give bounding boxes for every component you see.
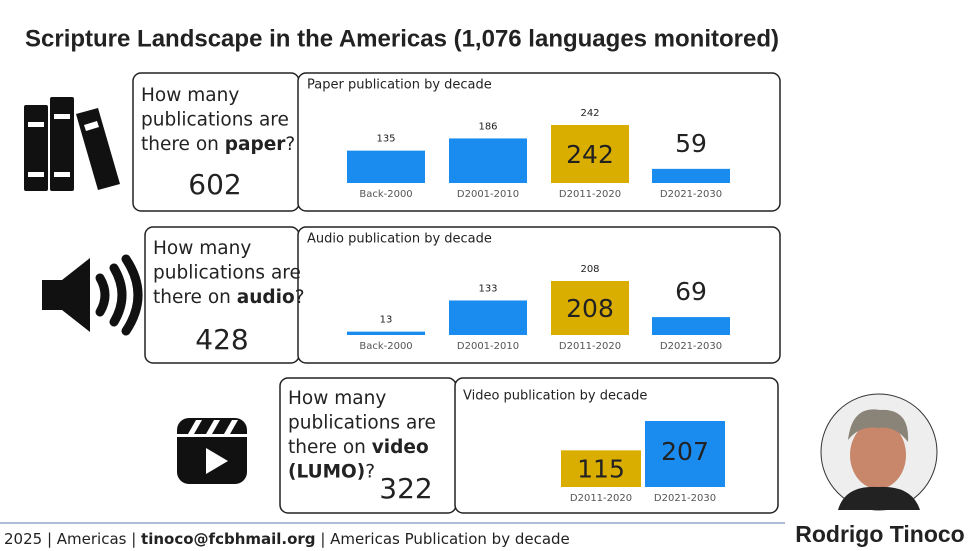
question-segment: there on	[141, 134, 225, 155]
question-line: How many	[288, 388, 386, 409]
data-label: 135	[376, 134, 395, 145]
question-segment: there on	[288, 437, 372, 458]
total-value: 322	[379, 472, 432, 505]
bar	[551, 125, 629, 183]
x-tick-label: D2011-2020	[559, 189, 621, 200]
question-line: publications are	[141, 110, 289, 131]
total-value: 602	[188, 168, 241, 201]
footer-segment: 2025 | Americas |	[4, 530, 141, 548]
footer-segment: | Americas Publication by decade	[316, 530, 570, 548]
x-tick-label: D2021-2030	[654, 493, 716, 504]
question-line: there on video	[288, 437, 429, 458]
question-line: (LUMO)?	[288, 462, 375, 483]
bar	[449, 300, 527, 335]
data-label: 13	[380, 315, 393, 326]
data-label: 133	[478, 283, 497, 294]
x-tick-label: D2021-2030	[660, 341, 722, 352]
bar	[561, 450, 641, 487]
question-segment: audio	[237, 287, 295, 308]
question-segment: there on	[153, 287, 237, 308]
chart-title: Audio publication by decade	[307, 232, 492, 247]
data-label: 208	[580, 264, 599, 275]
books-icon	[24, 97, 120, 191]
question-line: publications are	[288, 413, 436, 434]
question-segment: (LUMO)	[288, 462, 365, 483]
question-line: there on paper?	[141, 134, 295, 155]
chart-title: Video publication by decade	[463, 389, 647, 404]
question-segment: ?	[295, 287, 305, 308]
data-label-large: 115	[577, 455, 625, 484]
question-segment: ?	[285, 134, 295, 155]
x-tick-label: Back-2000	[359, 189, 412, 200]
data-label: 242	[580, 108, 599, 119]
question-line: How many	[153, 238, 251, 259]
data-label-large: 208	[566, 294, 614, 323]
bar	[449, 138, 527, 183]
author-photo	[820, 393, 938, 511]
question-segment: video	[372, 437, 429, 458]
data-label-large: 242	[566, 140, 614, 169]
bar	[347, 331, 425, 335]
data-label-large: 59	[675, 129, 707, 158]
question-segment: ?	[365, 462, 375, 483]
bar	[652, 168, 730, 183]
footer-text: 2025 | Americas | tinoco@fcbhmail.org | …	[4, 530, 570, 548]
bar	[551, 281, 629, 335]
video-icon	[177, 418, 247, 484]
question-line: publications are	[153, 263, 301, 284]
author-name: Rodrigo Tinoco	[795, 521, 965, 547]
question-segment: paper	[225, 134, 287, 155]
data-label-large: 69	[675, 277, 707, 306]
x-tick-label: D2011-2020	[559, 341, 621, 352]
chart-title: Paper publication by decade	[307, 78, 492, 93]
bar	[652, 317, 730, 335]
question-segment: How many	[288, 388, 386, 409]
question-segment: publications are	[141, 110, 289, 131]
slide-title: Scripture Landscape in the Americas (1,0…	[25, 25, 779, 52]
x-tick-label: D2001-2010	[457, 341, 519, 352]
question-line: How many	[141, 85, 239, 106]
question-segment: publications are	[153, 263, 301, 284]
x-tick-label: D2001-2010	[457, 189, 519, 200]
x-tick-label: D2011-2020	[570, 493, 632, 504]
bar	[645, 421, 725, 487]
question-segment: How many	[141, 85, 239, 106]
x-tick-label: D2021-2030	[660, 189, 722, 200]
x-tick-label: Back-2000	[359, 341, 412, 352]
data-label: 186	[478, 121, 497, 132]
question-line: there on audio?	[153, 287, 305, 308]
total-value: 428	[195, 323, 248, 356]
question-segment: publications are	[288, 413, 436, 434]
audio-icon	[42, 254, 143, 336]
footer-segment: tinoco@fcbhmail.org	[141, 530, 316, 548]
data-label-large: 207	[661, 437, 709, 466]
bar	[347, 150, 425, 183]
question-segment: How many	[153, 238, 251, 259]
